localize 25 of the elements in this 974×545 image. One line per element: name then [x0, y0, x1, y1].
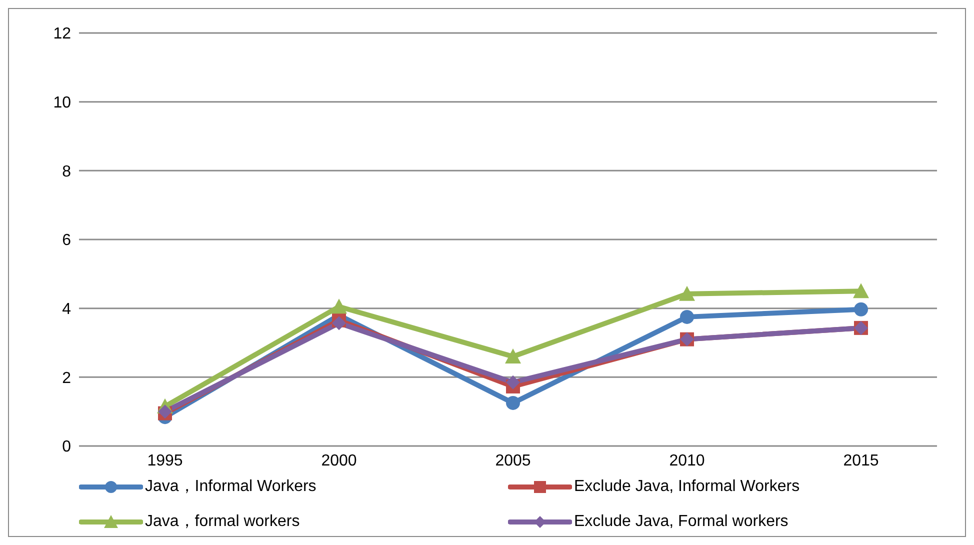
- legend-label: Java，formal workers: [145, 512, 300, 532]
- legend-label: Exclude Java, Formal workers: [574, 512, 788, 530]
- x-tick-label: 2015: [843, 452, 879, 470]
- point: [505, 348, 521, 364]
- y-tick-label: 4: [62, 301, 72, 318]
- legend-label: Java，Informal Workers: [145, 477, 316, 497]
- x-tick-label: 1995: [147, 452, 183, 470]
- point: [680, 310, 694, 324]
- x-tick-label: 2005: [495, 452, 531, 470]
- y-tick-label: 12: [53, 26, 72, 43]
- y-tick-label: 6: [62, 232, 72, 250]
- legend-label: Exclude Java, Informal Workers: [574, 478, 800, 496]
- point: [854, 302, 868, 316]
- point: [506, 375, 520, 390]
- y-tick-label: 0: [62, 438, 72, 456]
- point: [679, 286, 695, 301]
- point: [331, 298, 347, 314]
- y-tick-label: 2: [62, 370, 72, 387]
- point: [332, 316, 346, 330]
- x-tick-label: 2010: [669, 452, 705, 470]
- y-tick-label: 8: [62, 163, 72, 180]
- y-tick-label: 10: [53, 94, 72, 112]
- point: [506, 396, 520, 410]
- x-tick-label: 2000: [321, 452, 357, 470]
- point: [853, 283, 869, 298]
